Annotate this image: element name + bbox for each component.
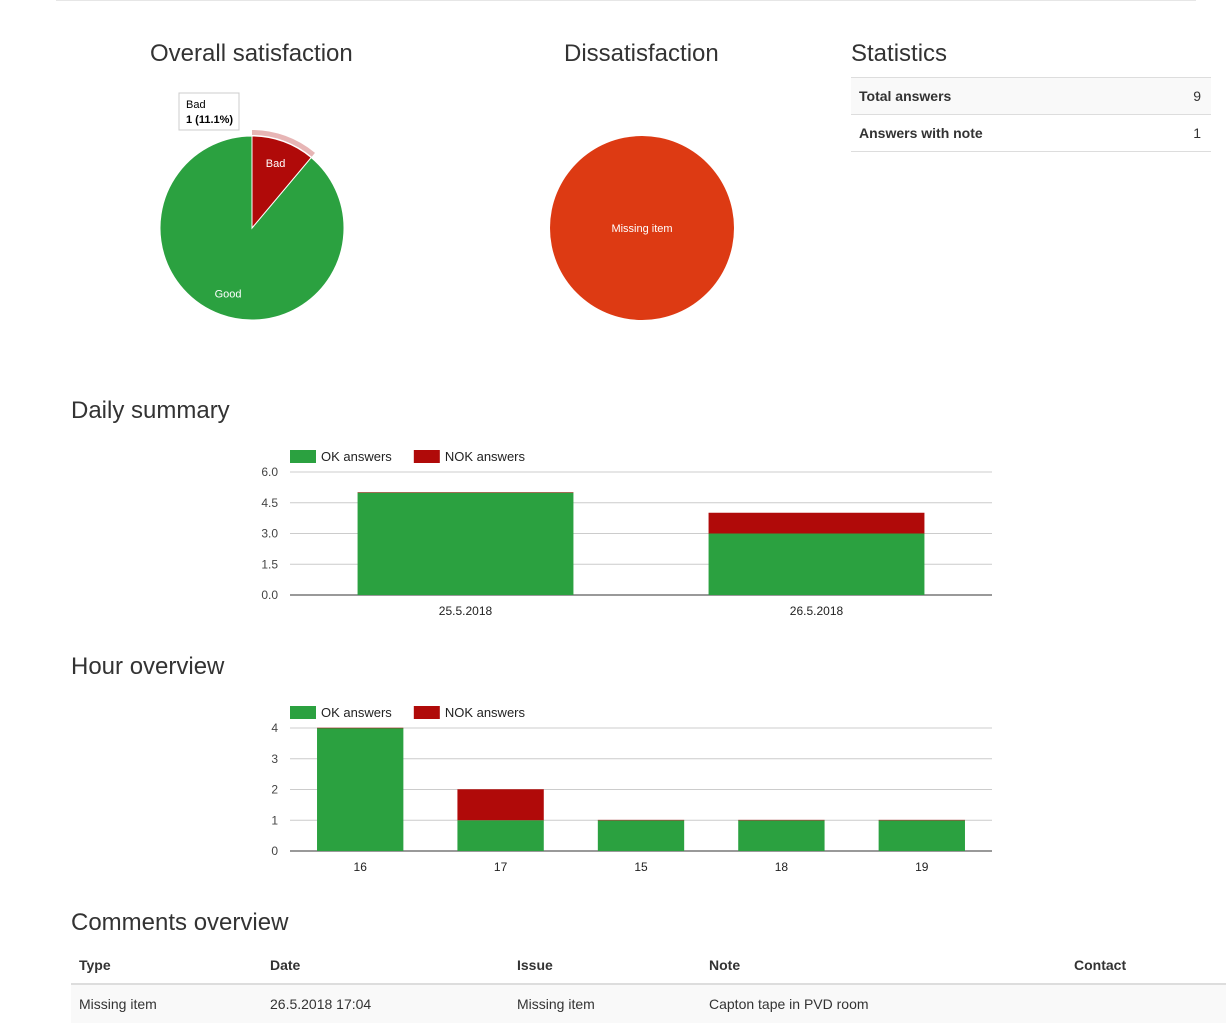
comments-table: Type Date Issue Note Contact Missing ite… — [71, 946, 1226, 1023]
bar-ok-answers-16 — [317, 728, 404, 851]
bar-ok-answers-19 — [878, 820, 965, 851]
pie-slice-bad — [251, 135, 312, 230]
hour-overview-bar-chart: OK answers NOK answers 0 1 2 3 4 16 17 15 18 19 — [271, 705, 992, 874]
pie-slice-missing-item — [550, 136, 734, 320]
hour-overview-title: Hour overview — [71, 653, 225, 680]
bar-ok-answers-17 — [457, 820, 544, 851]
bar-ok-answers-18 — [738, 820, 825, 851]
comments-header-row: Type Date Issue Note Contact — [71, 946, 1226, 985]
y-tick-label: 0 — [271, 844, 278, 858]
y-tick-label: 6.0 — [261, 465, 278, 479]
x-tick-label: 15 — [634, 860, 648, 874]
column-header-contact: Contact — [1066, 946, 1226, 985]
cell-date: 26.5.2018 17:04 — [262, 984, 509, 1023]
cell-note: Capton tape in PVD room — [701, 984, 1066, 1023]
pie-slice-good — [159, 135, 345, 321]
column-header-issue: Issue — [509, 946, 701, 985]
y-tick-label: 1.5 — [261, 557, 278, 571]
pie-slice-highlight-ring — [252, 130, 315, 157]
statistics-label: Answers with note — [851, 114, 1155, 152]
top-divider — [56, 0, 1196, 1]
y-tick-label: 0.0 — [261, 588, 278, 602]
statistics-row-total-answers: Total answers 9 — [851, 77, 1211, 115]
pie-label-missing-item: Missing item — [611, 223, 672, 235]
dissatisfaction-pie-chart: Missing item — [550, 136, 734, 320]
pie-label-good: Good — [215, 289, 242, 301]
column-header-note: Note — [701, 946, 1066, 985]
legend-label-nok-answers: NOK answers — [445, 705, 526, 720]
y-tick-label: 4 — [271, 721, 278, 735]
legend-label-nok-answers: NOK answers — [445, 449, 526, 464]
bar-ok-answers-25-5-2018 — [357, 492, 574, 595]
legend-label-ok-answers: OK answers — [321, 449, 392, 464]
statistics-label: Total answers — [851, 77, 1155, 115]
cell-issue: Missing item — [509, 984, 701, 1023]
comments-overview-title: Comments overview — [71, 909, 289, 936]
x-tick-label: 18 — [775, 860, 789, 874]
y-tick-label: 2 — [271, 783, 278, 797]
x-tick-label: 25.5.2018 — [439, 604, 493, 618]
cell-contact — [1066, 984, 1226, 1023]
legend-swatch-ok-answers — [290, 450, 316, 463]
y-tick-label: 3.0 — [261, 527, 278, 541]
legend-swatch-nok-answers — [413, 706, 440, 719]
cell-type: Missing item — [71, 984, 262, 1023]
bar-nok-answers-17 — [457, 789, 544, 821]
statistics-table: Total answers 9 Answers with note 1 — [851, 77, 1211, 152]
legend-swatch-nok-answers — [413, 450, 440, 463]
tooltip-title: Bad — [186, 99, 206, 111]
bar-nok-answers-26-5-2018 — [708, 513, 925, 534]
statistics-value: 9 — [1154, 77, 1211, 115]
statistics-row-answers-with-note: Answers with note 1 — [851, 114, 1211, 152]
bar-ok-answers-26-5-2018 — [708, 533, 925, 595]
tooltip-value: 1 (11.1%) — [186, 114, 233, 126]
table-row: Missing item 26.5.2018 17:04 Missing ite… — [71, 984, 1226, 1023]
x-tick-label: 26.5.2018 — [790, 604, 844, 618]
y-tick-label: 4.5 — [261, 496, 278, 510]
daily-summary-bar-chart: OK answers NOK answers 0.0 1.5 3.0 4.5 6.0 25.5… — [261, 449, 992, 618]
overall-satisfaction-title: Overall satisfaction — [150, 40, 353, 67]
tooltip-box — [178, 92, 240, 131]
statistics-title: Statistics — [851, 40, 948, 67]
y-tick-label: 3 — [271, 752, 278, 766]
y-tick-label: 1 — [271, 813, 278, 827]
overall-satisfaction-pie-chart: Good Bad Bad 1 (11.1%) — [159, 92, 345, 321]
x-tick-label: 17 — [494, 860, 508, 874]
x-tick-label: 16 — [354, 860, 368, 874]
dissatisfaction-title: Dissatisfaction — [564, 40, 719, 67]
column-header-date: Date — [262, 946, 509, 985]
bar-ok-answers-15 — [597, 820, 685, 851]
x-tick-label: 19 — [915, 860, 929, 874]
pie-tooltip: Bad 1 (11.1%) — [178, 92, 240, 131]
daily-summary-title: Daily summary — [71, 397, 230, 424]
pie-label-bad: Bad — [266, 158, 286, 170]
statistics-value: 1 — [1154, 114, 1211, 152]
column-header-type: Type — [71, 946, 262, 985]
legend-swatch-ok-answers — [290, 706, 316, 719]
legend-label-ok-answers: OK answers — [321, 705, 392, 720]
